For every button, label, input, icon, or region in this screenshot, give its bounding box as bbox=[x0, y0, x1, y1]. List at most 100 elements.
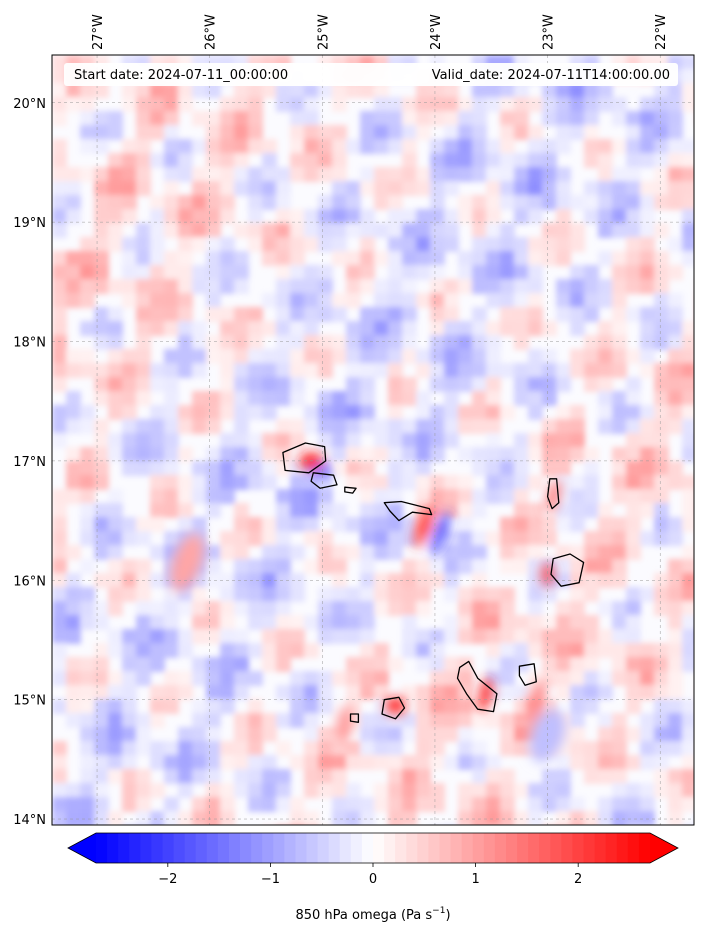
omega-cell bbox=[444, 489, 459, 504]
omega-cell bbox=[122, 629, 137, 644]
omega-cell bbox=[206, 125, 221, 140]
omega-cell bbox=[570, 741, 585, 756]
omega-cell bbox=[66, 629, 81, 644]
omega-cell bbox=[682, 797, 694, 812]
omega-cell bbox=[584, 209, 599, 224]
omega-cell bbox=[164, 461, 179, 476]
latitude-labels: 20°N19°N18°N17°N16°N15°N14°N bbox=[13, 97, 46, 828]
omega-cell bbox=[220, 181, 235, 196]
omega-cell bbox=[500, 181, 515, 196]
omega-cell bbox=[360, 657, 375, 672]
omega-cell bbox=[514, 685, 529, 700]
omega-cell bbox=[164, 601, 179, 616]
omega-cell bbox=[220, 489, 235, 504]
omega-cell bbox=[178, 349, 193, 364]
omega-cell bbox=[122, 209, 137, 224]
omega-cell bbox=[360, 223, 375, 238]
omega-cell bbox=[654, 405, 669, 420]
omega-cell bbox=[612, 657, 627, 672]
omega-cell bbox=[514, 265, 529, 280]
omega-cell bbox=[612, 251, 627, 266]
omega-cell bbox=[486, 153, 501, 168]
omega-cell bbox=[248, 167, 263, 182]
omega-cell bbox=[598, 97, 613, 112]
omega-cell bbox=[374, 741, 389, 756]
omega-cell bbox=[206, 489, 221, 504]
omega-cell bbox=[332, 223, 347, 238]
omega-cell bbox=[514, 447, 529, 462]
omega-cell bbox=[556, 783, 571, 798]
omega-cell bbox=[570, 797, 585, 812]
longitude-labels: 27°W 26°W 25°W 24°W 23°W 22°W bbox=[91, 14, 669, 50]
omega-cell bbox=[136, 797, 151, 812]
omega-cell bbox=[542, 167, 557, 182]
omega-cell bbox=[262, 559, 277, 574]
omega-cell bbox=[556, 461, 571, 476]
omega-cell bbox=[66, 713, 81, 728]
omega-cell bbox=[486, 475, 501, 490]
omega-cell bbox=[262, 349, 277, 364]
map-frame bbox=[51, 54, 695, 826]
omega-cell bbox=[556, 167, 571, 182]
omega-cell bbox=[556, 125, 571, 140]
omega-cell bbox=[136, 265, 151, 280]
colorbar-segment bbox=[284, 833, 296, 863]
omega-cell bbox=[80, 363, 95, 378]
omega-cell bbox=[696, 251, 703, 266]
omega-cell bbox=[416, 489, 431, 504]
omega-cell bbox=[654, 279, 669, 294]
omega-cell bbox=[416, 755, 431, 770]
omega-cell bbox=[108, 237, 123, 252]
omega-cell bbox=[444, 111, 459, 126]
omega-cell bbox=[668, 559, 683, 574]
omega-cell bbox=[626, 587, 641, 602]
omega-cell bbox=[402, 223, 417, 238]
omega-cell bbox=[360, 405, 375, 420]
omega-cell bbox=[640, 153, 655, 168]
omega-cell bbox=[458, 489, 473, 504]
omega-cell bbox=[66, 615, 81, 630]
omega-cell bbox=[514, 377, 529, 392]
omega-cell bbox=[626, 657, 641, 672]
omega-cell bbox=[528, 545, 543, 560]
colorbar-segment bbox=[550, 833, 562, 863]
omega-cell bbox=[290, 713, 305, 728]
omega-cell bbox=[234, 601, 249, 616]
omega-cell bbox=[318, 307, 333, 322]
omega-cell bbox=[80, 755, 95, 770]
omega-cell bbox=[66, 265, 81, 280]
omega-cell bbox=[696, 685, 703, 700]
omega-cell bbox=[234, 475, 249, 490]
omega-cell bbox=[52, 307, 67, 322]
omega-cell bbox=[458, 727, 473, 742]
omega-cell bbox=[80, 783, 95, 798]
colorbar-segment bbox=[583, 833, 596, 863]
omega-cell bbox=[276, 573, 291, 588]
omega-cell bbox=[360, 489, 375, 504]
omega-cell bbox=[164, 475, 179, 490]
omega-cell bbox=[178, 447, 193, 462]
omega-cell bbox=[500, 643, 515, 658]
omega-cell bbox=[458, 377, 473, 392]
omega-cell bbox=[94, 139, 109, 154]
omega-cell bbox=[486, 335, 501, 350]
omega-cell bbox=[430, 167, 445, 182]
omega-cell bbox=[220, 601, 235, 616]
omega-cell bbox=[570, 307, 585, 322]
omega-cell bbox=[444, 657, 459, 672]
omega-cell bbox=[150, 685, 165, 700]
omega-cell bbox=[206, 251, 221, 266]
omega-cell bbox=[234, 377, 249, 392]
omega-cell bbox=[598, 531, 613, 546]
omega-cell bbox=[234, 363, 249, 378]
omega-cell bbox=[178, 475, 193, 490]
omega-cell bbox=[500, 293, 515, 308]
omega-cell bbox=[52, 279, 67, 294]
omega-cell bbox=[66, 209, 81, 224]
latitude-label: 18°N bbox=[13, 336, 46, 351]
colorbar-segment bbox=[295, 833, 308, 863]
omega-cell bbox=[164, 391, 179, 406]
omega-cell bbox=[528, 447, 543, 462]
omega-cell bbox=[136, 83, 151, 98]
